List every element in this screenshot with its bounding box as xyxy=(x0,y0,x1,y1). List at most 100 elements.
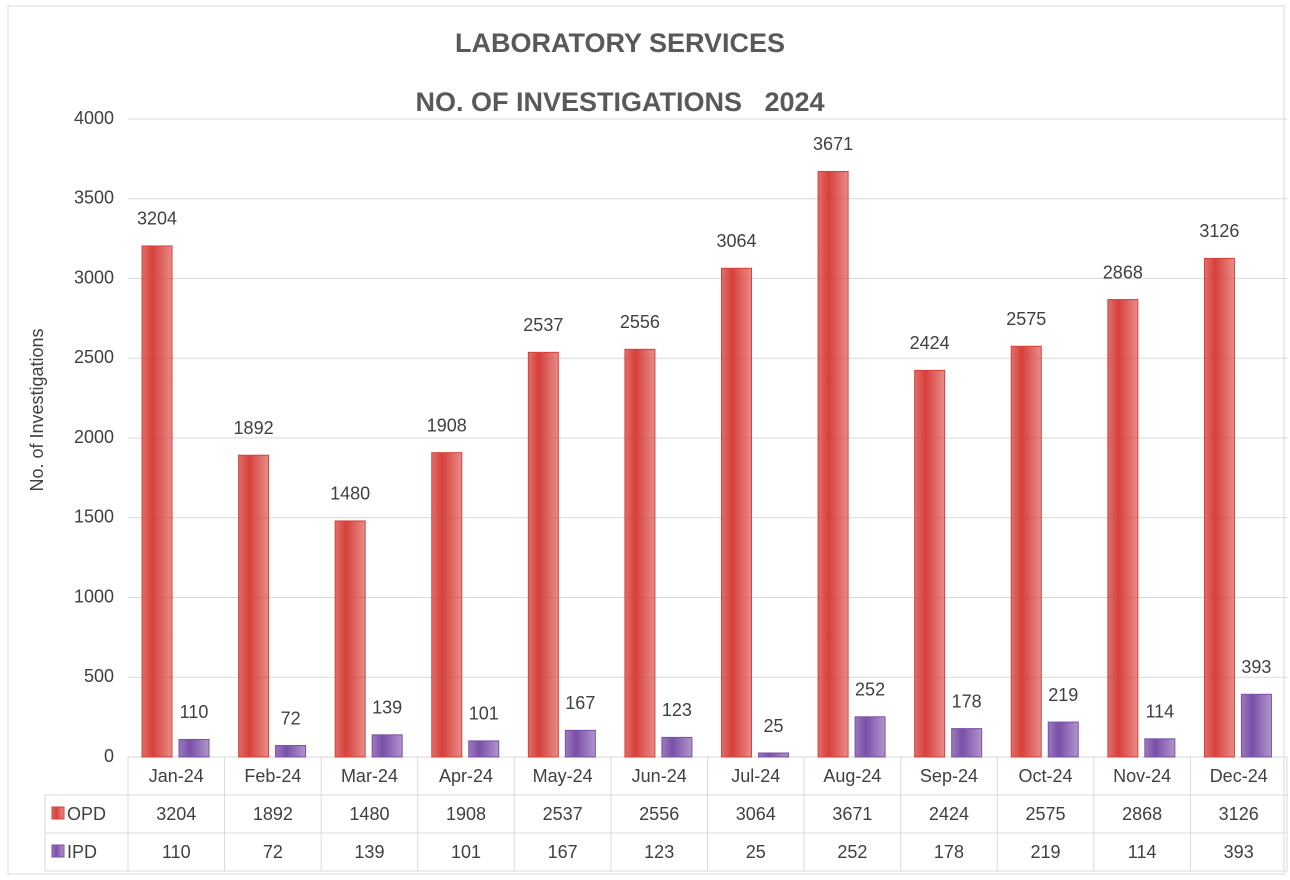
bar xyxy=(1010,345,1042,758)
data-label: 167 xyxy=(565,693,595,713)
table-cell: 2868 xyxy=(1122,804,1162,824)
data-label: 2575 xyxy=(1006,309,1046,329)
x-tick-label: Jul-24 xyxy=(731,766,780,786)
bar xyxy=(624,348,656,758)
data-label: 219 xyxy=(1048,685,1078,705)
x-tick-label: Nov-24 xyxy=(1113,766,1171,786)
bar xyxy=(141,245,173,758)
data-label: 2537 xyxy=(523,315,563,335)
data-label: 1892 xyxy=(234,418,274,438)
bar xyxy=(468,740,500,758)
table-cell: 101 xyxy=(451,842,481,862)
table-cell: 1908 xyxy=(446,804,486,824)
data-label: 1908 xyxy=(427,415,467,435)
bar xyxy=(1047,721,1079,758)
data-label: 1480 xyxy=(330,484,370,504)
x-tick-label: Feb-24 xyxy=(244,766,301,786)
table-cell: 2424 xyxy=(929,804,969,824)
bar xyxy=(914,369,946,758)
data-label: 139 xyxy=(372,698,402,718)
data-label: 123 xyxy=(662,700,692,720)
y-tick-label: 4000 xyxy=(74,108,114,128)
bar xyxy=(1107,299,1139,758)
y-tick-label: 2500 xyxy=(74,347,114,367)
data-label: 110 xyxy=(180,702,209,722)
y-tick-label: 3000 xyxy=(74,267,114,287)
bar xyxy=(178,738,210,758)
bar xyxy=(951,728,983,758)
x-tick-label: Mar-24 xyxy=(341,766,398,786)
data-label: 101 xyxy=(469,704,499,724)
table-cell: 178 xyxy=(934,842,964,862)
y-tick-label: 1500 xyxy=(74,507,114,527)
table-cell: 110 xyxy=(162,842,191,862)
data-label: 2868 xyxy=(1103,262,1143,282)
x-tick-label: Jan-24 xyxy=(149,766,204,786)
y-tick-label: 1000 xyxy=(74,586,114,606)
legend-label: IPD xyxy=(67,842,97,862)
bar xyxy=(854,716,886,758)
table-cell: 393 xyxy=(1224,842,1254,862)
legend-swatch xyxy=(51,806,65,820)
bar xyxy=(371,734,403,758)
data-label: 114 xyxy=(1145,702,1174,722)
table-cell: 219 xyxy=(1031,842,1061,862)
y-tick-label: 3500 xyxy=(74,188,114,208)
table-cell: 2537 xyxy=(543,804,583,824)
table-cell: 123 xyxy=(644,842,674,862)
bar xyxy=(721,267,752,758)
data-label: 25 xyxy=(763,716,783,736)
table-cell: 1892 xyxy=(253,804,293,824)
x-tick-label: Oct-24 xyxy=(1019,766,1073,786)
table-cell: 252 xyxy=(837,842,867,862)
bar xyxy=(758,752,789,758)
y-tick-label: 2000 xyxy=(74,427,114,447)
table-cell: 114 xyxy=(1128,842,1157,862)
table-cell: 139 xyxy=(354,842,384,862)
y-tick-label: 0 xyxy=(104,746,114,766)
table-cell: 3064 xyxy=(736,804,776,824)
data-label: 252 xyxy=(855,680,885,700)
chart-subtitle: NO. OF INVESTIGATIONS 2024 xyxy=(415,87,824,117)
data-label: 3064 xyxy=(716,231,756,251)
data-label: 3204 xyxy=(137,209,177,229)
y-tick-label: 500 xyxy=(84,666,114,686)
x-tick-label: Dec-24 xyxy=(1210,766,1268,786)
bar xyxy=(1144,738,1176,758)
x-tick-label: Jun-24 xyxy=(632,766,687,786)
bar xyxy=(661,736,693,758)
bar xyxy=(238,454,270,758)
x-tick-label: Sep-24 xyxy=(920,766,978,786)
bar xyxy=(1240,693,1272,758)
data-label: 393 xyxy=(1241,657,1271,677)
data-label: 3126 xyxy=(1199,221,1239,241)
table-cell: 3126 xyxy=(1219,804,1259,824)
table-cell: 1480 xyxy=(349,804,389,824)
table-cell: 25 xyxy=(746,842,766,862)
data-label: 72 xyxy=(281,708,301,728)
table-cell: 2575 xyxy=(1026,804,1066,824)
table-cell: 3204 xyxy=(156,804,196,824)
chart-title: LABORATORY SERVICES xyxy=(455,28,785,58)
table-cell: 3671 xyxy=(832,804,872,824)
table-cell: 72 xyxy=(263,842,283,862)
bar xyxy=(275,745,307,758)
bar xyxy=(1203,257,1235,758)
data-label: 2556 xyxy=(620,312,660,332)
table-cell: 2556 xyxy=(639,804,679,824)
legend-label: OPD xyxy=(67,804,106,824)
data-label: 2424 xyxy=(910,333,950,353)
bar xyxy=(431,452,463,758)
data-label: 3671 xyxy=(813,134,853,154)
x-tick-label: May-24 xyxy=(533,766,593,786)
x-tick-label: Aug-24 xyxy=(823,766,881,786)
y-axis-label: No. of Investigations xyxy=(27,328,47,491)
x-tick-label: Apr-24 xyxy=(439,766,493,786)
legend-swatch xyxy=(51,844,65,858)
bar xyxy=(334,520,366,758)
data-label: 178 xyxy=(952,691,982,711)
bar xyxy=(527,351,559,758)
bar xyxy=(564,729,596,758)
table-cell: 167 xyxy=(548,842,578,862)
